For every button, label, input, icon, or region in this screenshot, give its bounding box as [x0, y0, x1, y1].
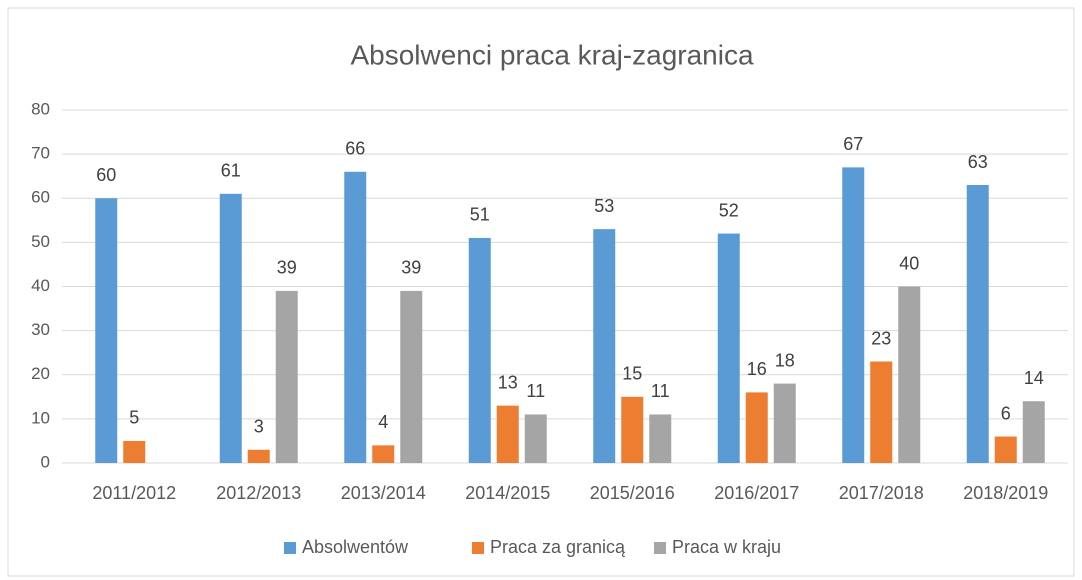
data-label: 66	[345, 139, 365, 159]
bar	[95, 198, 118, 463]
bar	[468, 237, 491, 463]
legend-label: Absolwentów	[302, 537, 409, 557]
bar	[400, 290, 423, 463]
y-tick-label: 60	[31, 188, 50, 207]
data-label: 11	[651, 381, 670, 401]
bar	[219, 193, 242, 463]
data-label: 51	[470, 205, 490, 225]
legend-swatch	[472, 542, 484, 554]
data-label: 5	[129, 408, 139, 428]
data-label: 63	[968, 152, 988, 172]
bar	[773, 383, 796, 463]
data-label: 40	[899, 253, 919, 273]
bar	[247, 449, 270, 463]
x-tick-label: 2012/2013	[216, 483, 301, 503]
y-tick-label: 10	[31, 408, 50, 427]
chart-frame	[7, 7, 1075, 577]
data-label: 13	[498, 372, 518, 392]
data-label: 61	[221, 161, 241, 181]
legend-label: Praca za granicą	[490, 537, 626, 557]
data-label: 18	[775, 350, 795, 370]
data-label: 67	[843, 134, 863, 154]
y-tick-label: 70	[31, 144, 50, 163]
x-tick-label: 2017/2018	[839, 483, 924, 503]
bar	[898, 286, 921, 463]
data-label: 11	[526, 381, 545, 401]
bar	[275, 290, 298, 463]
bar	[123, 440, 146, 463]
bar	[842, 167, 865, 464]
data-label: 15	[622, 364, 642, 384]
bar	[344, 171, 367, 463]
bar	[496, 405, 519, 463]
data-label: 14	[1024, 368, 1044, 388]
data-label: 39	[401, 258, 421, 278]
data-label: 60	[96, 165, 116, 185]
data-label: 6	[1001, 403, 1011, 423]
bar	[994, 436, 1017, 463]
bar	[1022, 401, 1045, 463]
x-tick-label: 2013/2014	[341, 483, 426, 503]
bar	[621, 396, 644, 463]
data-label: 23	[871, 328, 891, 348]
x-tick-label: 2016/2017	[714, 483, 799, 503]
x-tick-label: 2014/2015	[465, 483, 550, 503]
y-tick-label: 30	[31, 320, 50, 339]
bar	[593, 229, 616, 463]
y-tick-label: 0	[41, 452, 50, 471]
bar	[524, 414, 547, 463]
bar	[745, 392, 768, 463]
x-tick-label: 2011/2012	[92, 483, 176, 503]
data-label: 16	[747, 359, 767, 379]
data-label: 53	[594, 196, 614, 216]
y-tick-label: 80	[31, 99, 50, 118]
legend-swatch	[284, 542, 296, 554]
legend-swatch	[654, 542, 666, 554]
chart-title: Absolwenci praca kraj-zagranica	[350, 39, 754, 70]
y-tick-label: 20	[31, 364, 50, 383]
data-label: 39	[277, 258, 297, 278]
bar	[870, 361, 893, 463]
x-tick-label: 2018/2019	[963, 483, 1048, 503]
y-tick-label: 40	[31, 276, 50, 295]
x-tick-label: 2015/2016	[590, 483, 675, 503]
data-label: 4	[378, 412, 388, 432]
y-tick-label: 50	[31, 232, 50, 251]
bar	[649, 414, 672, 463]
bar	[717, 233, 740, 463]
data-label: 3	[254, 417, 264, 437]
bar	[966, 185, 989, 463]
legend-label: Praca w kraju	[672, 537, 781, 557]
bar	[372, 445, 395, 463]
data-label: 52	[719, 200, 739, 220]
